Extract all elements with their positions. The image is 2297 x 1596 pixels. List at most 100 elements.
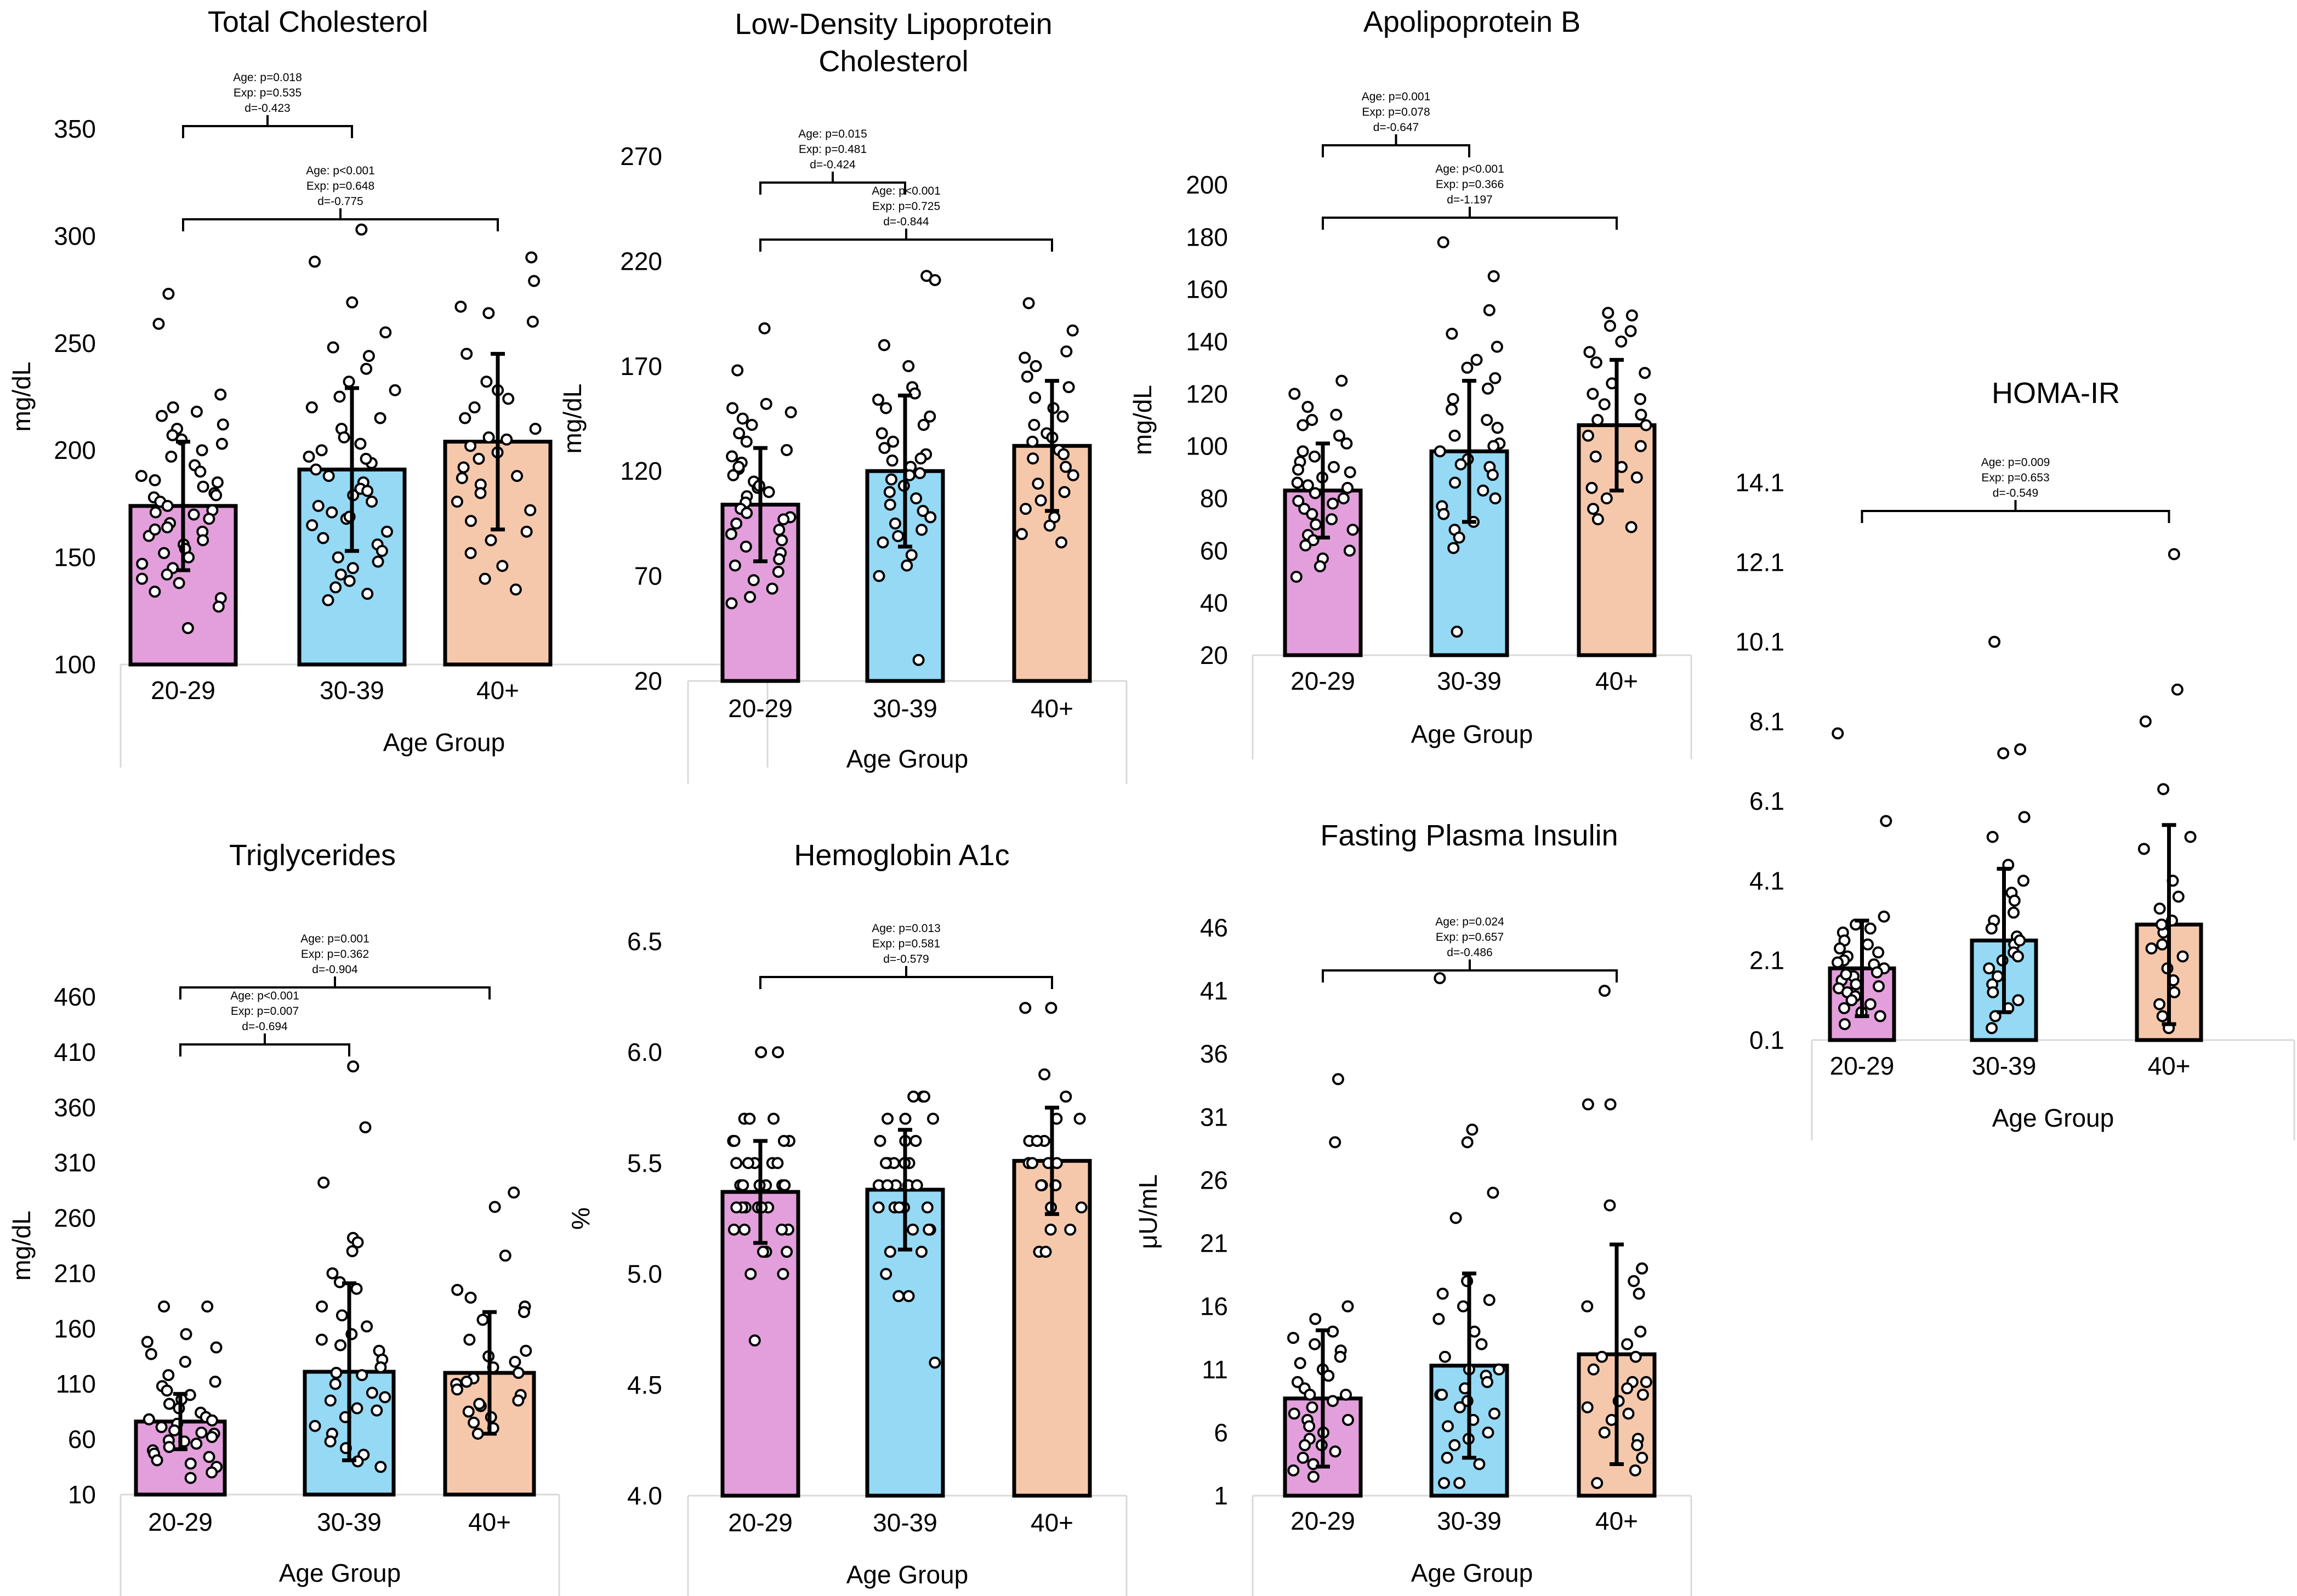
data-point	[725, 528, 737, 541]
data-point	[306, 519, 319, 531]
data-point	[463, 1333, 476, 1346]
data-point	[2017, 874, 2029, 887]
data-point	[166, 429, 179, 441]
data-point	[1327, 461, 1340, 473]
data-point	[201, 1300, 214, 1313]
y-tick-label: 100	[54, 650, 96, 679]
error-bar-20-29	[753, 1139, 767, 1245]
data-point	[776, 534, 788, 547]
data-point	[474, 487, 487, 499]
data-point	[926, 1112, 939, 1125]
data-point	[149, 506, 162, 519]
significance-annotation: Age: p=0.013	[872, 922, 941, 935]
data-point	[1585, 481, 1598, 494]
x-tick-label: 40+	[2147, 1052, 2190, 1080]
data-point	[343, 376, 355, 388]
data-point	[1477, 484, 1489, 497]
data-point	[884, 498, 896, 511]
data-point	[184, 1472, 197, 1484]
data-point	[730, 517, 743, 530]
data-point	[1454, 458, 1467, 471]
data-point	[371, 1404, 383, 1417]
y-tick-label: 41	[1200, 976, 1228, 1005]
chart-tg: Triglycerides mg/dL 460 410 360 310 260 210 160 1…	[7, 839, 560, 1596]
data-point	[326, 1267, 339, 1280]
data-point	[917, 504, 929, 517]
data-point	[374, 412, 386, 424]
data-point	[168, 1424, 181, 1436]
x-tick-label: 30-39	[1437, 1507, 1502, 1535]
data-point	[1449, 476, 1462, 489]
chart-hba1c: Hemoglobin A1c% 6.5 6.0 5.5 5.0 4.5 4.0 20-29 30…	[566, 839, 1128, 1596]
data-point	[1015, 528, 1028, 541]
data-point	[1340, 437, 1353, 450]
data-point	[747, 574, 760, 587]
data-point	[728, 1134, 741, 1147]
data-point	[1309, 1313, 1322, 1325]
error-bar-30-39	[342, 1281, 356, 1462]
data-point	[145, 1348, 157, 1360]
chart-fpi: Fasting Plasma Insulin μU/mL 46 41 36 31 26 21 1…	[1134, 819, 1692, 1596]
data-point	[501, 433, 513, 446]
data-point	[197, 534, 209, 547]
significance-bracket	[1322, 134, 1470, 157]
data-point	[771, 1157, 784, 1169]
data-point	[1341, 1413, 1354, 1426]
data-point	[1297, 445, 1309, 458]
chart-title: Hemoglobin A1c	[794, 839, 1009, 872]
data-point	[1303, 1420, 1316, 1433]
data-point	[1057, 448, 1070, 461]
data-point	[473, 452, 485, 465]
data-point	[909, 1134, 922, 1147]
x-axis-label: Age Group	[846, 1560, 968, 1589]
data-point	[1604, 1199, 1616, 1212]
data-point	[907, 1223, 919, 1236]
data-point	[1590, 356, 1602, 369]
data-point	[1622, 1407, 1635, 1420]
data-point	[354, 438, 367, 450]
significance-annotation: Exp: p=0.535	[234, 87, 302, 99]
x-axis-label: Age Group	[383, 728, 505, 757]
error-bar-40+	[1045, 1105, 1059, 1216]
data-point	[880, 1268, 892, 1280]
data-point	[1834, 942, 1846, 955]
data-point	[902, 360, 915, 372]
significance-bracket	[1861, 500, 2170, 523]
data-point	[1294, 1357, 1306, 1370]
significance-annotation: d=-0.844	[883, 215, 929, 228]
y-axis-label: mg/dL	[558, 384, 587, 454]
data-point	[180, 1328, 192, 1341]
data-point	[525, 251, 538, 264]
data-point	[1341, 1300, 1354, 1313]
data-point	[2172, 890, 2185, 903]
data-point	[1306, 414, 1318, 426]
data-point	[203, 513, 215, 525]
data-point	[1019, 1002, 1032, 1014]
x-tick-label: 30-39	[317, 1508, 382, 1536]
data-point	[1343, 544, 1356, 557]
significance-bracket	[759, 172, 906, 195]
data-point	[916, 524, 928, 536]
data-point	[1634, 440, 1647, 452]
error-bar-40+	[2162, 823, 2176, 1026]
y-tick-label: 80	[1200, 484, 1228, 513]
x-axis-label: Age Group	[1411, 720, 1533, 748]
y-tick-label: 170	[620, 352, 662, 380]
data-point	[1634, 393, 1647, 405]
significance-annotation: Age: p=0.015	[798, 128, 867, 140]
data-point	[1334, 1350, 1346, 1363]
data-point	[737, 1179, 749, 1191]
data-point	[1327, 1395, 1339, 1407]
data-point	[1598, 398, 1611, 411]
x-tick-label: 30-39	[320, 676, 384, 705]
data-point	[773, 553, 786, 565]
y-tick-label: 160	[1186, 275, 1228, 304]
significance-annotation: Age: p=0.009	[1981, 456, 2050, 469]
y-tick-label: 1	[1214, 1481, 1228, 1510]
data-point	[886, 455, 899, 467]
data-point	[740, 541, 752, 553]
plot-area-frame	[687, 681, 1128, 784]
data-point	[1631, 1439, 1644, 1451]
significance-annotation: Age: p=0.018	[233, 71, 302, 84]
y-tick-label: 200	[1186, 171, 1228, 199]
